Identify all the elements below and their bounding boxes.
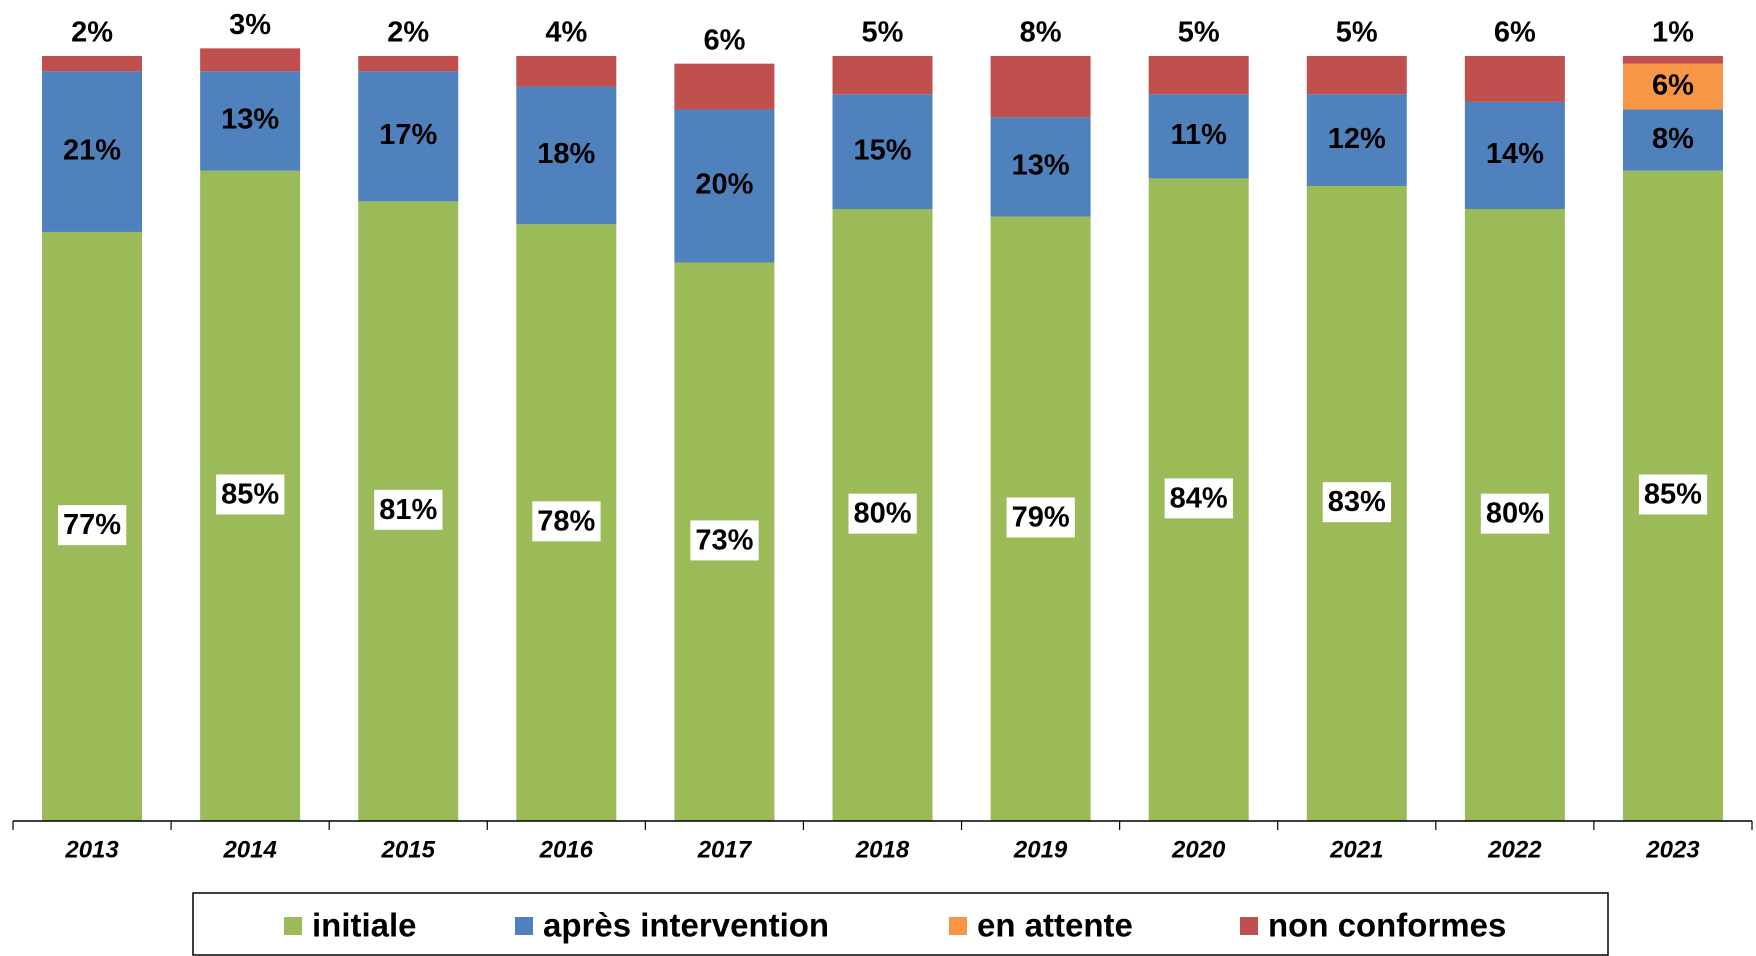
bar-segment [674, 63, 775, 110]
data-label: 84% [1170, 482, 1228, 514]
data-label: 8% [1652, 123, 1694, 155]
data-label: 79% [1012, 501, 1070, 533]
label-box [1480, 493, 1550, 534]
data-label: 73% [695, 524, 753, 556]
bar-segment [42, 56, 143, 72]
bar-segment [516, 56, 617, 87]
x-tick-label: 2020 [1171, 836, 1226, 863]
bar-segment [832, 56, 933, 95]
bar-segment [832, 94, 933, 209]
bar-segment [358, 56, 459, 72]
data-label: 2% [387, 17, 429, 49]
label-box [690, 520, 759, 561]
bar-segment [1622, 56, 1723, 64]
data-label: 6% [703, 24, 745, 56]
label-box [1638, 474, 1708, 515]
label-box [1164, 478, 1233, 519]
data-label: 77% [63, 509, 121, 541]
data-label: 6% [1652, 69, 1694, 101]
x-tick-label: 2021 [1329, 836, 1383, 863]
legend-label: initiale [312, 907, 417, 944]
data-label: 85% [1644, 479, 1702, 511]
bar-segment [358, 71, 459, 202]
data-label: 5% [1336, 17, 1378, 49]
bar-segment [990, 117, 1091, 217]
legend-swatch [284, 917, 302, 935]
data-label: 3% [229, 9, 271, 41]
legend-label: en attente [977, 907, 1133, 944]
x-tick-label: 2014 [222, 836, 276, 863]
x-tick-label: 2015 [381, 836, 436, 863]
data-label: 21% [63, 134, 121, 166]
data-label: 14% [1486, 138, 1544, 170]
data-label: 80% [1486, 498, 1544, 530]
data-label: 6% [1494, 17, 1536, 49]
bar-segment [1622, 109, 1723, 171]
label-box [374, 489, 443, 530]
x-tick-label: 2013 [64, 836, 119, 863]
data-label: 5% [1178, 17, 1220, 49]
bar-segment [674, 109, 775, 263]
label-box [58, 505, 127, 546]
x-tick-label: 2016 [539, 836, 594, 863]
data-label: 83% [1328, 486, 1386, 518]
x-tick-label: 2023 [1645, 836, 1700, 863]
bar-segment [1148, 94, 1249, 179]
bar-segment [516, 86, 617, 225]
data-label: 13% [1012, 150, 1070, 182]
legend-label: non conformes [1268, 907, 1506, 944]
data-label: 5% [862, 17, 904, 49]
bar-segment [1306, 94, 1407, 187]
legend-box [192, 892, 1609, 956]
bar-segment [990, 56, 1091, 118]
label-box [532, 501, 601, 542]
bar-segment [1464, 56, 1565, 102]
data-label: 15% [853, 134, 911, 166]
legend-swatch [515, 917, 533, 935]
bar-segment [42, 71, 143, 232]
labels: 77% 21% 2% 85% 13% 3% 81% 17% 2% 78% 18% 4% 73% 20% 6%… [58, 9, 1708, 561]
x-tick-label: 2022 [1487, 836, 1542, 863]
legend-swatch [1240, 917, 1258, 935]
data-label: 4% [545, 17, 587, 49]
x-tick-label: 2017 [697, 836, 753, 863]
label-box [1006, 497, 1075, 538]
x-tick-label: 2018 [855, 836, 910, 863]
data-label: 13% [221, 104, 279, 136]
legend-swatch [949, 917, 967, 935]
data-label: 78% [537, 505, 595, 537]
bar-segment [1306, 56, 1407, 95]
x-tick-label: 2019 [1013, 836, 1068, 863]
data-label: 85% [221, 479, 279, 511]
data-label: 80% [853, 498, 911, 530]
data-label: 18% [537, 138, 595, 170]
label-box [848, 493, 917, 534]
data-label: 81% [379, 494, 437, 526]
data-label: 11% [1170, 119, 1227, 151]
bar-segment [1464, 101, 1565, 209]
data-label: 8% [1020, 17, 1062, 49]
data-label: 17% [379, 119, 437, 151]
bar-segment [200, 71, 301, 171]
data-label: 20% [695, 169, 753, 201]
bar-segment [200, 48, 301, 72]
bar-segment [1622, 63, 1723, 110]
label-box [216, 474, 285, 515]
data-label: 1% [1652, 17, 1694, 49]
data-label: 2% [71, 17, 113, 49]
bar-segment [1148, 56, 1249, 95]
label-box [1322, 482, 1392, 523]
data-label: 12% [1328, 123, 1386, 155]
legend-label: après intervention [543, 907, 829, 944]
